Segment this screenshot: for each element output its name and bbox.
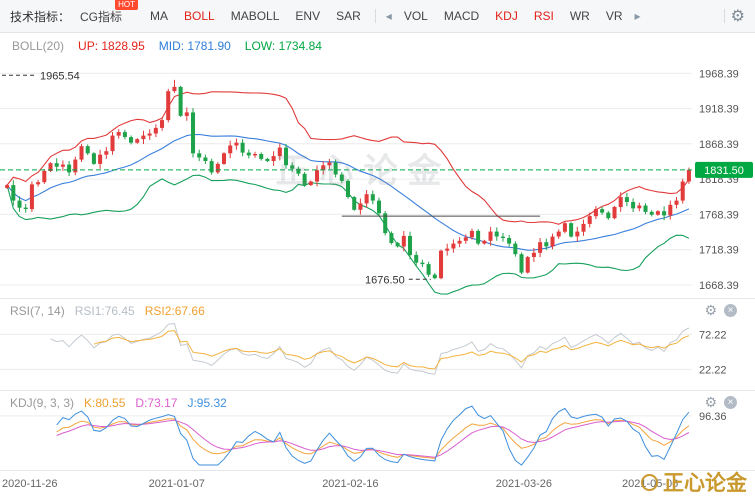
date-label: 2021-02-16 (322, 478, 379, 490)
svg-text:1768.39: 1768.39 (699, 209, 739, 221)
tab-SAR[interactable]: SAR (336, 9, 361, 23)
brand-text: 正心论金 (663, 471, 747, 495)
tab-RSI[interactable]: RSI (533, 9, 554, 23)
svg-text:1968.39: 1968.39 (699, 68, 739, 80)
rsi-panel[interactable]: RSI(7, 14) RSI1:76.45 RSI2:67.66 ⚙ × 72.… (0, 298, 755, 390)
hot-badge: HOT (115, 0, 139, 10)
rsi-panel-header: RSI(7, 14) RSI1:76.45 RSI2:67.66 ⚙ × (10, 302, 747, 319)
rsi-indicator-name: RSI(7, 14) (10, 303, 65, 318)
kdj-panel-header: KDJ(9, 3, 3) K:80.55 D:73.17 J:95.32 ⚙ × (10, 394, 747, 411)
brand-watermark: 正心论金 (641, 467, 747, 497)
tab-BOLL[interactable]: BOLL (184, 9, 215, 23)
rsi-plot[interactable]: 72.22 22.22 (0, 299, 755, 391)
tab-KDJ[interactable]: KDJ (495, 9, 518, 23)
rsi1-value: RSI1:76.45 (74, 303, 135, 318)
toolbar-title: 技术指标： (10, 9, 71, 24)
date-label: 2021-01-07 (148, 478, 205, 490)
tab-ENV[interactable]: ENV (295, 9, 321, 23)
boll-indicator-name: BOLL(20) (12, 38, 65, 53)
svg-text:96.36: 96.36 (699, 411, 727, 423)
tab-WR[interactable]: WR (569, 9, 590, 23)
kdj-settings-icon[interactable]: ⚙ (704, 394, 717, 410)
toolbar-divider-right (723, 9, 725, 23)
rsi-close-icon[interactable]: × (724, 304, 737, 317)
scroll-left-icon[interactable]: ◂ (385, 9, 392, 23)
svg-text:22.22: 22.22 (699, 364, 727, 376)
main-indicator-tabs: CG指标 HOT MA BOLL MABOLL ENV SAR (72, 0, 369, 25)
kdj-d-value: D:73.17 (135, 395, 178, 410)
rsi-settings-icon[interactable]: ⚙ (704, 302, 717, 318)
rsi2-value: RSI2:67.66 (144, 303, 205, 318)
svg-text:1676.50: 1676.50 (365, 274, 405, 286)
kdj-panel-icons: ⚙ × (704, 394, 737, 411)
main-candlestick-chart[interactable]: 正心论金 1968.39 1918.39 1868.39 1818.39 1768.39… (0, 58, 755, 298)
toolbar-divider (374, 9, 376, 23)
kdj-panel[interactable]: KDJ(9, 3, 3) K:80.55 D:73.17 J:95.32 ⚙ ×… (0, 390, 755, 470)
kdj-close-icon[interactable]: × (724, 396, 737, 409)
tab-CG指标[interactable]: CG指标 HOT (80, 0, 139, 25)
tab-VOL[interactable]: VOL (403, 9, 428, 23)
date-axis: 2020-11-26 2021-01-07 2021-02-16 2021-03-26… (0, 470, 755, 501)
boll-up-value: UP: 1828.95 (78, 38, 145, 53)
svg-text:1718.39: 1718.39 (699, 245, 739, 257)
tab-MA[interactable]: MA (150, 9, 169, 23)
svg-text:1965.54: 1965.54 (40, 70, 80, 82)
indicator-toolbar: 技术指标： CG指标 HOT MA BOLL MABOLL ENV SAR ◂ VOL MAC… (0, 0, 755, 33)
svg-text:72.22: 72.22 (699, 329, 727, 341)
svg-text:1918.39: 1918.39 (699, 104, 739, 116)
scroll-right-icon[interactable]: ▸ (634, 9, 641, 23)
brand-logo-icon (641, 473, 658, 491)
date-label: 2021-03-26 (495, 478, 553, 490)
kdj-plot[interactable]: 96.36 (0, 391, 755, 471)
sub-indicator-tabs: VOL MACD KDJ RSI WR VR (396, 9, 631, 23)
date-label: 2020-11-26 (2, 478, 58, 490)
svg-text:1668.39: 1668.39 (699, 280, 739, 292)
boll-value-bar: BOLL(20) UP: 1828.95 MID: 1781.90 LOW: 1… (0, 33, 755, 58)
svg-text:1868.39: 1868.39 (699, 139, 739, 151)
svg-text:1831.50: 1831.50 (704, 165, 744, 177)
rsi-panel-icons: ⚙ × (704, 302, 737, 319)
kdj-indicator-name: KDJ(9, 3, 3) (10, 395, 75, 410)
tab-VR[interactable]: VR (605, 9, 623, 23)
boll-mid-value: MID: 1781.90 (158, 38, 231, 53)
tab-MABOLL[interactable]: MABOLL (230, 9, 280, 23)
kdj-j-value: J:95.32 (187, 395, 227, 410)
candlestick-plot[interactable]: 1968.391918.391868.391818.391768.391718.… (0, 58, 755, 298)
boll-low-value: LOW: 1734.84 (244, 38, 322, 53)
settings-gear-icon[interactable]: ⚙ (730, 8, 745, 25)
tab-MACD[interactable]: MACD (443, 9, 480, 23)
kdj-k-value: K:80.55 (84, 395, 126, 410)
